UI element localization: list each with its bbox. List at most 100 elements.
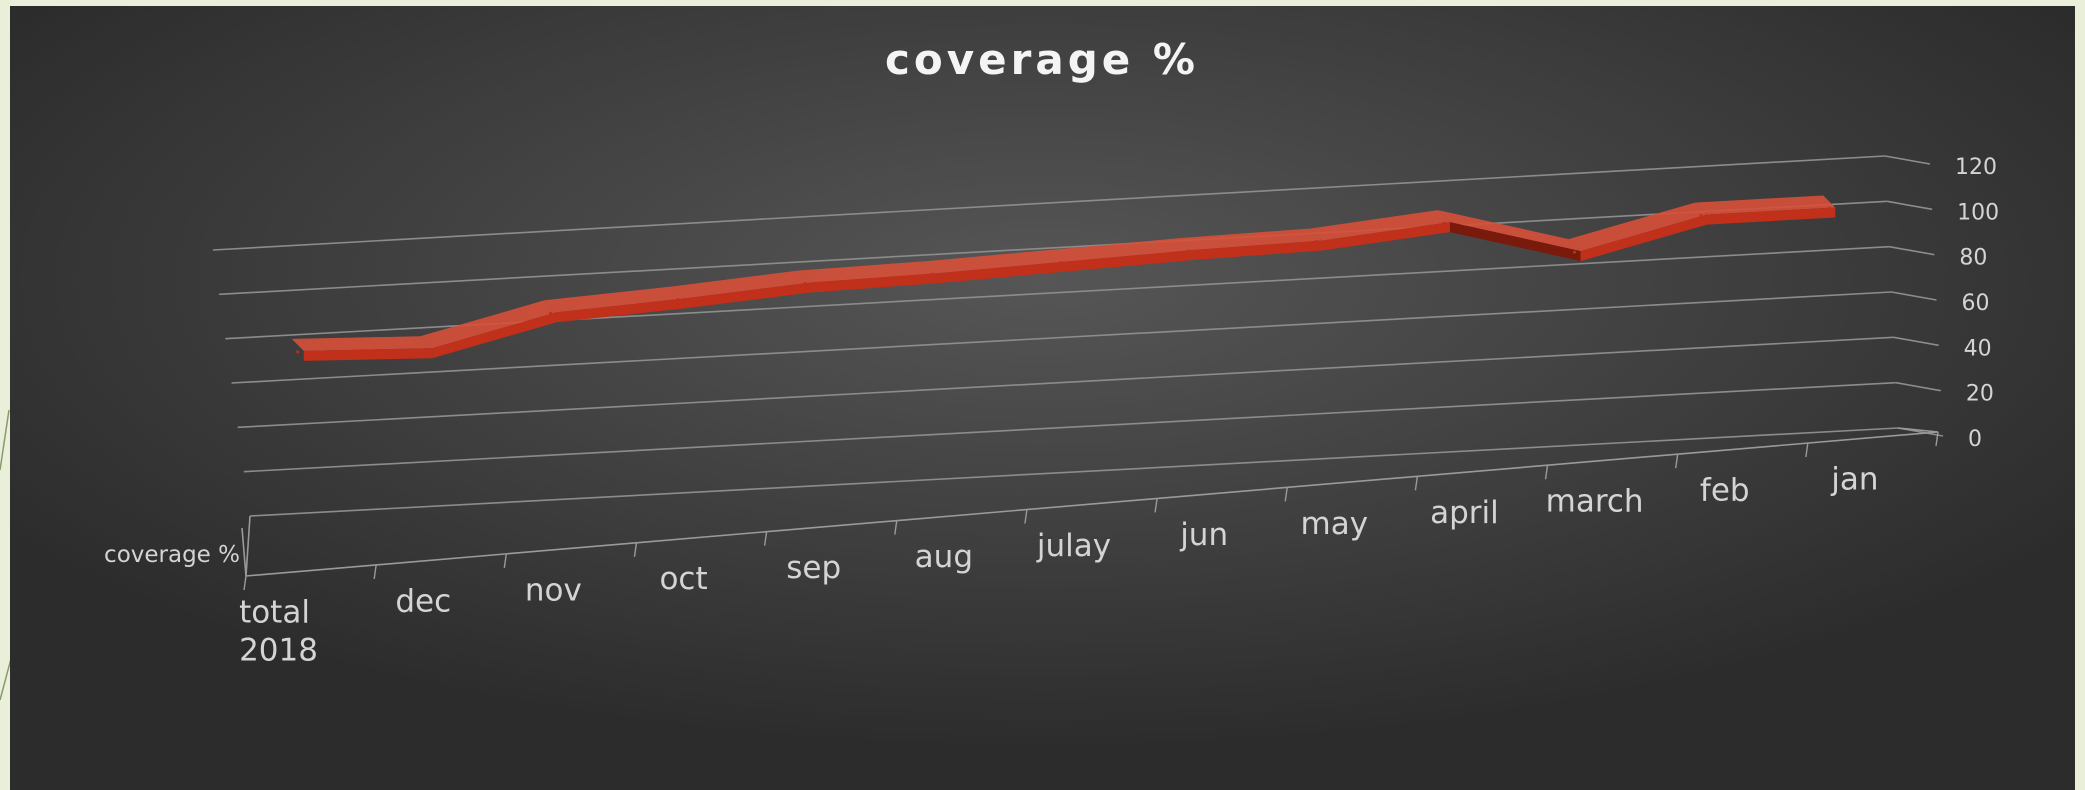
x-tick-label-line: jun <box>1179 517 1228 553</box>
x-tick-label: march <box>1546 484 1644 520</box>
series-axis-label-text: coverage % <box>104 542 240 568</box>
series-segment-top <box>798 261 939 283</box>
y-tick-label: 0 <box>1968 427 1982 452</box>
x-tick-mark <box>1154 498 1158 513</box>
x-tick-mark <box>1544 465 1549 480</box>
series-point <box>803 281 807 285</box>
series-segment-top <box>671 270 811 299</box>
x-tick-label-line: julay <box>1036 528 1111 564</box>
series-segment-front <box>303 348 433 361</box>
series-segment-top <box>420 300 557 349</box>
series-segment-front <box>683 282 811 309</box>
gridline <box>231 291 1892 384</box>
gridline <box>237 336 1894 429</box>
gridline <box>249 427 1899 517</box>
series-point <box>424 347 428 351</box>
series-segment-front <box>1194 240 1323 260</box>
x-tick-label: aug <box>915 539 973 575</box>
y-tick-label: 80 <box>1959 246 1987 271</box>
series-point <box>1314 240 1318 244</box>
x-tick-mark <box>243 575 247 591</box>
x-tick-label: oct <box>659 561 707 597</box>
x-tick-mark <box>373 564 377 580</box>
chart-panel: coverage % 0 20 40 60 80 100 120 total 2018 dec n… <box>10 6 2075 790</box>
series-segment-top <box>1182 228 1323 250</box>
chart-title: coverage % <box>885 35 1199 84</box>
series-point <box>549 311 553 315</box>
x-tick-label: dec <box>395 583 451 619</box>
x-tick-label: julay <box>1036 528 1111 564</box>
series-segment-front <box>1322 222 1450 251</box>
y-tick-label: 120 <box>1955 155 1997 180</box>
x-tick-mark <box>1414 476 1419 491</box>
x-tick-label: nov <box>525 572 582 608</box>
x-tick-label-line: jan <box>1830 462 1878 498</box>
series-ribbon <box>291 195 1836 361</box>
y-tick-label: 40 <box>1964 336 1992 361</box>
x-tick-mark <box>1935 431 1939 447</box>
x-tick-label-line: feb <box>1700 473 1750 509</box>
x-tick-mark <box>1805 442 1809 458</box>
series-point <box>1827 206 1831 210</box>
y-tick-label: 20 <box>1966 382 1994 407</box>
gridline-side <box>1884 155 1931 165</box>
series-point <box>676 298 680 302</box>
gridline-side <box>1889 245 1935 256</box>
series-segment-top <box>1054 237 1195 262</box>
gridline <box>212 155 1886 251</box>
floor-edge-right <box>1897 427 1939 433</box>
gridline-side <box>1893 336 1939 347</box>
x-tick-mark <box>1284 487 1288 502</box>
series-point <box>1699 214 1703 218</box>
y-tick-label: 60 <box>1962 291 1990 316</box>
x-tick-label-line: may <box>1301 506 1369 542</box>
y-tick-label: 100 <box>1957 200 1999 225</box>
chart-floor <box>241 427 1939 591</box>
x-tick-label-line: march <box>1546 484 1644 520</box>
x-tick-mark <box>1674 454 1679 469</box>
x-tick-label: jun <box>1179 517 1228 553</box>
x-tick-label-line: oct <box>659 561 707 597</box>
series-segment-front <box>938 261 1067 284</box>
series-axis-label: coverage % <box>104 542 240 568</box>
series-segment-top <box>291 336 433 351</box>
series-segment-front <box>432 312 557 359</box>
x-tick-mark <box>1024 509 1028 524</box>
series-point <box>296 350 300 354</box>
x-tick-label-line: 2018 <box>239 632 318 668</box>
gridline-side <box>1895 381 1941 392</box>
x-tick-label-line: sep <box>786 550 841 586</box>
x-tick-label: may <box>1301 506 1369 542</box>
series-point <box>1573 250 1577 254</box>
series-segment-top <box>544 286 684 313</box>
x-tick-label: feb <box>1700 473 1750 509</box>
x-tick-label-line: april <box>1430 495 1499 531</box>
series-segment-top <box>1694 195 1836 215</box>
x-tick-mark <box>503 553 508 568</box>
gridline <box>243 381 1896 473</box>
series-point <box>1059 261 1063 265</box>
series-point <box>1442 221 1446 225</box>
x-tick-label-line: total <box>239 594 310 630</box>
series-segment-front <box>1449 222 1581 262</box>
series-segment-front <box>556 298 684 323</box>
y-axis-ticks: 0 20 40 60 80 100 120 <box>1955 155 1999 452</box>
floor-edge-front <box>245 431 1939 577</box>
x-axis-categories: total 2018 dec nov oct sep aug julay jun may april… <box>239 462 1878 669</box>
series-segment-front <box>1706 207 1836 225</box>
x-tick-label: april <box>1430 495 1499 531</box>
x-tick-label-line: nov <box>525 572 582 608</box>
x-tick-label-line: dec <box>395 583 451 619</box>
gridline-side <box>1891 291 1937 301</box>
x-tick-mark <box>633 542 638 557</box>
x-tick-label: sep <box>786 550 841 586</box>
series-segment-top <box>1310 210 1450 241</box>
x-tick-label: jan <box>1830 462 1878 498</box>
series-segment-front <box>810 273 939 293</box>
gridline <box>219 200 1888 296</box>
series-segment-top <box>926 249 1067 274</box>
chart-3d-line: coverage % 0 20 40 60 80 100 120 total 2018 dec n… <box>104 35 1999 669</box>
gridline-side <box>1887 200 1933 211</box>
floor-edge-left <box>245 515 251 577</box>
